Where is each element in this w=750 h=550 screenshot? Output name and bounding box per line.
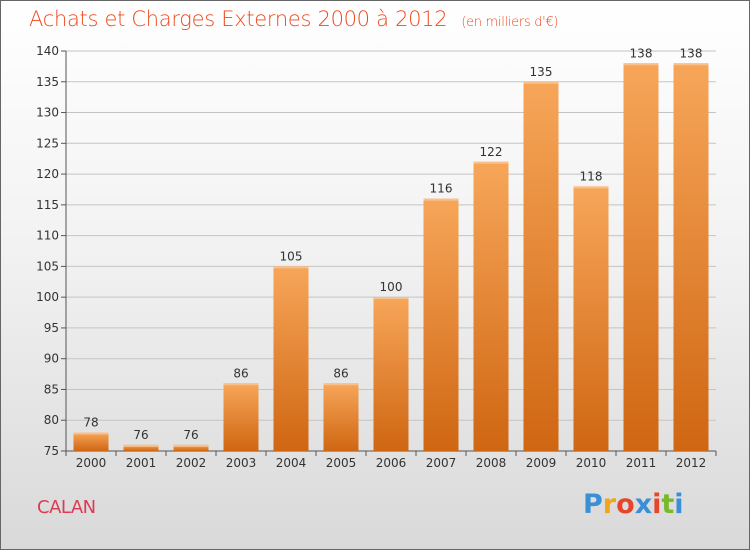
- x-tick-label: 2003: [226, 456, 257, 470]
- data-label: 118: [580, 169, 603, 183]
- bar: [223, 383, 259, 451]
- x-tick-label: 2012: [676, 456, 707, 470]
- x-tick-label: 2009: [526, 456, 557, 470]
- y-tick-label: 120: [36, 167, 59, 181]
- bar: [473, 161, 509, 451]
- bar: [423, 198, 459, 451]
- bar: [523, 81, 559, 452]
- bar: [373, 297, 409, 451]
- y-tick-label: 90: [44, 352, 59, 366]
- y-tick-label: 85: [44, 382, 59, 396]
- x-tick-label: 2008: [476, 456, 507, 470]
- data-label: 100: [380, 280, 403, 294]
- data-label: 116: [430, 182, 453, 196]
- chart-unit: (en milliers d'€): [461, 15, 559, 30]
- logo-letter: P: [583, 489, 603, 520]
- bar: [673, 63, 709, 452]
- bar: [623, 63, 659, 452]
- y-tick-label: 95: [44, 321, 59, 335]
- data-label: 76: [133, 428, 148, 442]
- bar: [323, 383, 359, 451]
- labels: 75 80 85 90 95 100 105 110 115 120 125 130 135 140 78 2…: [36, 44, 706, 470]
- x-tick-label: 2000: [76, 456, 107, 470]
- y-tick-label: 140: [36, 44, 59, 58]
- bar: [73, 432, 109, 451]
- y-tick-label: 135: [36, 75, 59, 89]
- x-tick-label: 2006: [376, 456, 407, 470]
- y-tick-label: 105: [36, 259, 59, 273]
- logo-letter: x: [634, 489, 653, 520]
- data-label: 138: [680, 46, 703, 60]
- place-name: CALAN: [37, 497, 96, 518]
- x-tick-label: 2001: [126, 456, 157, 470]
- data-label: 135: [530, 65, 553, 79]
- logo-letter: t: [661, 489, 675, 520]
- bar: [573, 186, 609, 451]
- bar: [173, 444, 209, 451]
- logo-letter: o: [616, 489, 635, 520]
- y-tick-label: 115: [36, 198, 59, 212]
- proxiti-logo: Proxiti: [583, 489, 684, 520]
- data-label: 78: [83, 416, 98, 430]
- y-tick-label: 130: [36, 106, 59, 120]
- data-label: 86: [233, 366, 248, 380]
- x-tick-label: 2004: [276, 456, 307, 470]
- y-tick-label: 80: [44, 413, 59, 427]
- bars: [73, 63, 709, 452]
- y-tick-label: 75: [44, 444, 59, 458]
- chart-title-text: Achats et Charges Externes 2000 à 2012: [29, 7, 448, 31]
- data-label: 105: [280, 249, 303, 263]
- y-tick-label: 100: [36, 290, 59, 304]
- logo-letter: r: [602, 489, 617, 520]
- data-label: 122: [480, 145, 503, 159]
- data-label: 76: [183, 428, 198, 442]
- x-tick-label: 2011: [626, 456, 657, 470]
- bar: [273, 266, 309, 451]
- x-tick-label: 2010: [576, 456, 607, 470]
- logo-letter: i: [674, 489, 684, 520]
- logo-letter: i: [652, 489, 662, 520]
- x-tick-label: 2002: [176, 456, 207, 470]
- x-tick-label: 2007: [426, 456, 457, 470]
- bar: [123, 444, 159, 451]
- x-tick-label: 2005: [326, 456, 357, 470]
- y-tick-label: 110: [36, 229, 59, 243]
- y-tick-label: 125: [36, 136, 59, 150]
- data-label: 86: [333, 366, 348, 380]
- data-label: 138: [630, 46, 653, 60]
- chart-title: Achats et Charges Externes 2000 à 2012 (e…: [29, 7, 558, 31]
